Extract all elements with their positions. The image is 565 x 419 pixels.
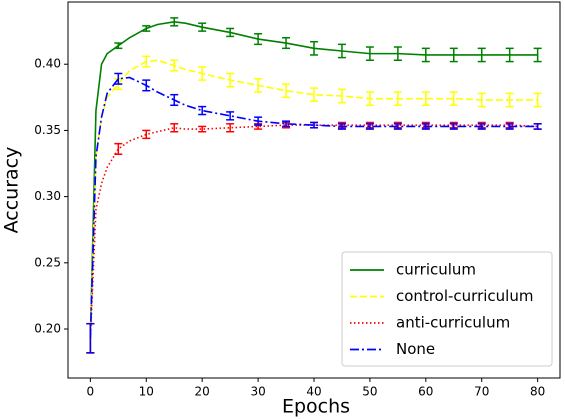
error-bar xyxy=(282,36,291,50)
error-bar xyxy=(170,59,179,72)
x-tick-label: 20 xyxy=(195,385,210,399)
error-bar xyxy=(226,72,235,88)
error-bar xyxy=(393,46,402,62)
error-bar xyxy=(114,142,123,156)
error-bar xyxy=(142,79,151,92)
error-bar xyxy=(533,92,542,108)
error-bar xyxy=(337,123,346,130)
y-tick-label: 0.35 xyxy=(34,123,61,137)
error-bar xyxy=(393,123,402,130)
error-bar xyxy=(310,40,318,56)
x-tick-label: 60 xyxy=(418,385,433,399)
error-bar xyxy=(282,83,291,99)
error-bar xyxy=(226,111,235,121)
error-bar xyxy=(170,93,179,107)
x-tick-label: 50 xyxy=(362,385,377,399)
error-bar xyxy=(142,55,151,68)
error-bar xyxy=(142,25,151,32)
error-bar xyxy=(170,17,179,27)
error-bar xyxy=(310,87,318,103)
error-bar xyxy=(170,123,179,133)
error-bar xyxy=(421,47,430,63)
error-bar xyxy=(505,92,514,108)
error-bar xyxy=(254,78,263,93)
error-bar xyxy=(198,105,207,116)
error-bar xyxy=(477,123,486,130)
error-bar xyxy=(421,91,430,107)
legend-label: control-curriculum xyxy=(396,287,533,305)
error-bar xyxy=(337,43,346,59)
error-bar xyxy=(226,123,235,133)
plot-frame xyxy=(67,1,561,379)
error-bar xyxy=(254,33,263,46)
error-bar xyxy=(505,123,514,130)
legend: curriculum control-curriculum anti-curricu… xyxy=(341,251,553,367)
error-bar xyxy=(477,92,486,108)
error-bar xyxy=(393,91,402,107)
x-tick-label: 0 xyxy=(87,385,95,399)
error-bar xyxy=(142,129,151,140)
y-tick-label: 0.40 xyxy=(34,57,61,71)
error-bar xyxy=(198,22,207,32)
error-bar xyxy=(226,27,235,38)
error-bar xyxy=(198,66,207,81)
y-axis-label: Accuracy xyxy=(1,147,23,234)
y-tick-label: 0.30 xyxy=(34,189,61,203)
error-bar xyxy=(114,72,123,85)
error-bar xyxy=(114,42,123,50)
error-bar xyxy=(310,121,318,129)
legend-label: curriculum xyxy=(396,261,476,279)
legend-box xyxy=(341,251,553,367)
error-bar xyxy=(198,125,207,133)
legend-label: anti-curriculum xyxy=(396,314,510,332)
x-tick-label: 10 xyxy=(139,385,154,399)
y-tick-label: 0.20 xyxy=(34,322,61,336)
error-bar xyxy=(449,91,458,107)
legend-label: None xyxy=(396,340,435,358)
error-bar xyxy=(477,47,486,63)
error-bar xyxy=(365,91,374,107)
error-bar xyxy=(282,120,291,128)
x-tick-label: 80 xyxy=(530,385,545,399)
error-bar xyxy=(365,46,374,62)
error-bar xyxy=(254,116,263,126)
error-bar xyxy=(449,47,458,63)
x-tick-label: 40 xyxy=(306,385,321,399)
error-bar xyxy=(337,88,346,104)
error-bar xyxy=(86,322,95,354)
error-bar xyxy=(505,47,514,63)
error-bar xyxy=(533,47,542,63)
x-tick-label: 70 xyxy=(474,385,489,399)
y-tick-label: 0.25 xyxy=(34,255,61,269)
error-bar xyxy=(533,123,542,130)
error-bar xyxy=(449,123,458,130)
x-tick-label: 30 xyxy=(250,385,265,399)
error-bar xyxy=(365,123,374,130)
error-bar xyxy=(421,123,430,130)
x-axis-label: Epochs xyxy=(282,396,350,418)
